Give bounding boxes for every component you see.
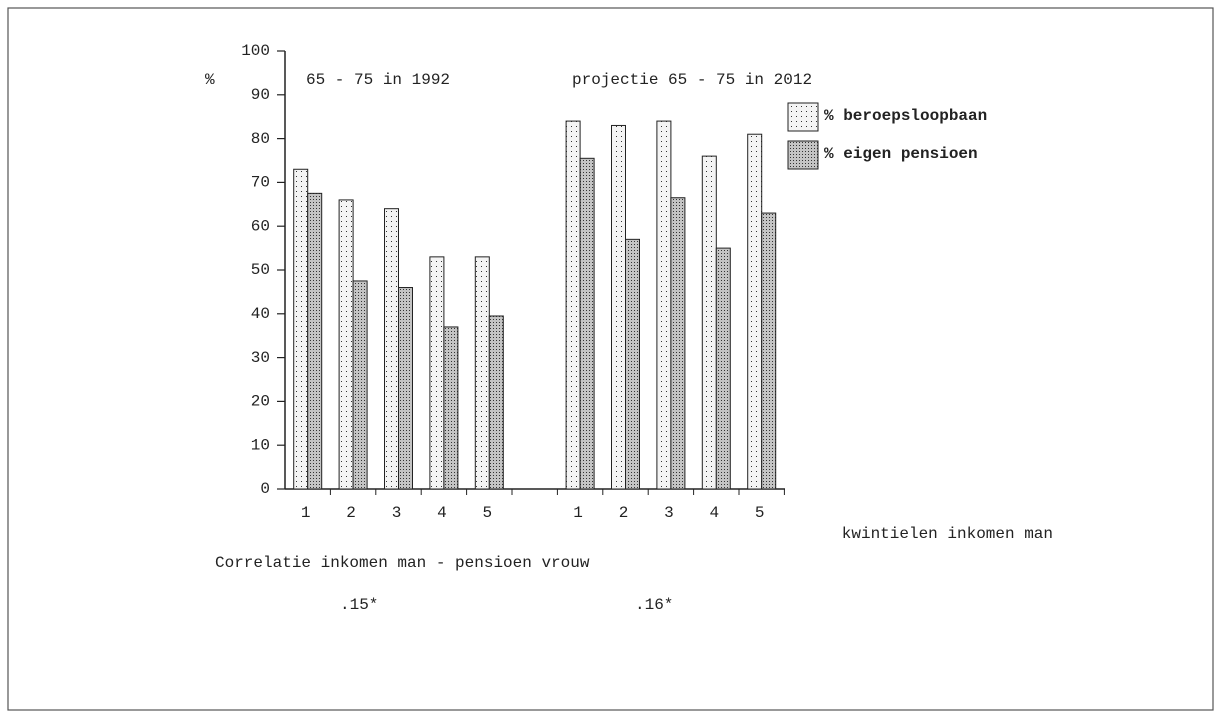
y-tick-label: 20 (251, 393, 270, 411)
bar (384, 208, 399, 490)
bar (443, 326, 459, 490)
annotation: Correlatie inkomen man - pensioen vrouw (215, 554, 590, 572)
bar (625, 238, 640, 490)
x-tick-label: 3 (664, 504, 674, 522)
annotation: 65 - 75 in 1992 (306, 71, 450, 89)
legend-label: % eigen pensioen (824, 145, 978, 163)
bar (398, 287, 413, 490)
bar (611, 124, 626, 490)
bar (488, 315, 504, 490)
bar (579, 157, 595, 490)
y-tick-label: 70 (251, 174, 270, 192)
x-tick-label: 3 (392, 504, 402, 522)
bar (670, 197, 686, 490)
frame (7, 7, 1214, 711)
bar (307, 192, 323, 490)
y-tick-label: 40 (251, 305, 270, 323)
bar (338, 199, 354, 490)
y-tick-label: 0 (260, 480, 270, 498)
annotation: .15* (340, 596, 378, 614)
x-tick-label: 1 (301, 504, 311, 522)
annotation: .16* (635, 596, 673, 614)
x-tick-label: 5 (482, 504, 492, 522)
y-tick-label: 100 (241, 42, 270, 60)
x-tick-label: 5 (755, 504, 765, 522)
bar (293, 168, 309, 490)
legend-swatch (787, 140, 819, 170)
x-tick-label: 4 (709, 504, 719, 522)
legend-swatch (787, 102, 819, 132)
y-tick-label: 80 (251, 130, 270, 148)
y-tick-label: 50 (251, 261, 270, 279)
x-tick-label: 2 (619, 504, 629, 522)
bar (474, 256, 490, 490)
x-axis-label: kwintielen inkomen man (842, 525, 1053, 543)
bar (656, 120, 672, 490)
bar (761, 212, 777, 490)
y-tick-label: 90 (251, 86, 270, 104)
annotation: projectie 65 - 75 in 2012 (572, 71, 812, 89)
bar (352, 280, 368, 490)
bar (565, 120, 581, 490)
x-tick-label: 1 (573, 504, 583, 522)
bar (701, 155, 717, 490)
y-tick-label: 10 (251, 436, 270, 454)
y-tick-label: 60 (251, 217, 270, 235)
y-axis-label: % (205, 71, 215, 89)
x-tick-label: 2 (346, 504, 356, 522)
y-tick-label: 30 (251, 349, 270, 367)
bar (715, 247, 731, 490)
bar (747, 133, 763, 490)
legend-label: % beroepsloopbaan (824, 107, 987, 125)
bar (429, 256, 445, 490)
x-tick-label: 4 (437, 504, 447, 522)
